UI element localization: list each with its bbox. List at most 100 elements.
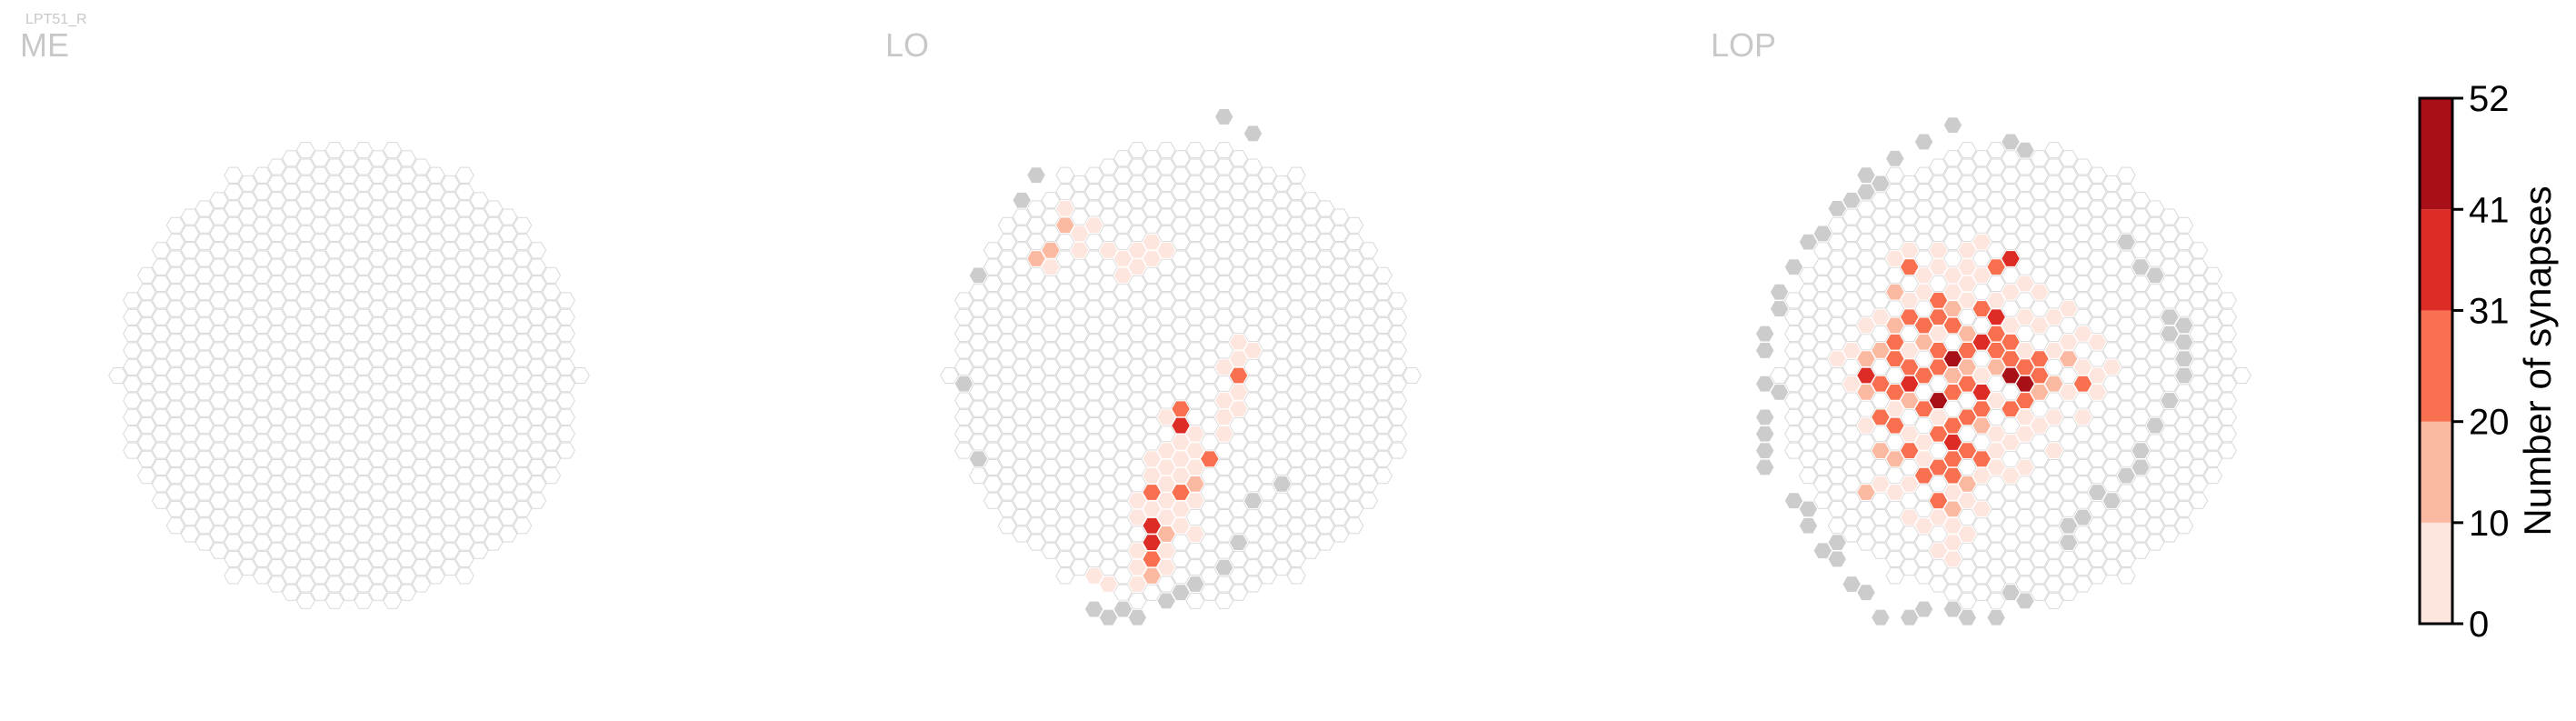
empty-hex <box>1099 526 1118 543</box>
empty-hex <box>440 208 460 225</box>
empty-hex <box>1070 526 1090 543</box>
gray-hex <box>2058 534 2079 551</box>
empty-hex <box>1200 334 1220 351</box>
empty-hex <box>1330 492 1350 509</box>
empty-hex <box>1942 150 1962 167</box>
empty-hex <box>1914 350 1934 367</box>
empty-hex <box>180 292 200 309</box>
empty-hex <box>484 450 504 467</box>
empty-hex <box>2044 509 2064 526</box>
empty-hex <box>2102 442 2122 459</box>
empty-hex <box>440 408 460 426</box>
empty-hex <box>209 325 229 343</box>
empty-hex <box>527 325 547 343</box>
empty-hex <box>1784 325 1803 343</box>
empty-hex <box>2145 334 2165 351</box>
empty-hex <box>1229 500 1249 517</box>
empty-hex <box>1229 484 1249 501</box>
empty-hex <box>1041 275 1061 293</box>
gray-hex <box>2087 484 2108 501</box>
synapse-hex <box>1185 526 1205 543</box>
empty-hex <box>2189 408 2209 426</box>
gray-hex <box>1083 600 1104 618</box>
empty-hex <box>1041 442 1061 459</box>
synapse-hex <box>1856 316 1876 335</box>
empty-hex <box>1214 158 1234 175</box>
empty-hex <box>1957 192 1977 209</box>
empty-hex <box>1842 225 1862 242</box>
empty-hex <box>997 334 1017 351</box>
filled-columns <box>954 108 1293 626</box>
empty-hex <box>412 408 431 426</box>
empty-hex <box>513 250 533 267</box>
synapse-hex <box>1986 258 2006 276</box>
empty-hex <box>1257 284 1277 301</box>
empty-hex <box>1812 292 1832 309</box>
empty-hex <box>281 316 301 334</box>
empty-hex <box>2059 417 2079 435</box>
empty-hex <box>2131 225 2151 242</box>
empty-hex <box>1099 542 1118 559</box>
empty-hex <box>412 242 431 259</box>
empty-hex <box>1243 408 1263 426</box>
empty-hex <box>224 216 244 234</box>
empty-hex <box>2189 458 2209 476</box>
empty-hex <box>2001 200 2021 217</box>
empty-hex <box>1856 216 1876 234</box>
empty-hex <box>1885 234 1905 251</box>
synapse-hex <box>1142 550 1163 568</box>
empty-hex <box>1041 225 1061 242</box>
gray-hex <box>1856 183 1876 201</box>
empty-hex <box>383 376 403 393</box>
synapse-hex <box>1928 258 1949 276</box>
empty-hex <box>2030 184 2050 201</box>
empty-hex <box>368 384 388 401</box>
empty-hex <box>224 316 244 334</box>
empty-hex <box>1099 175 1118 192</box>
empty-hex <box>2015 442 2035 459</box>
synapse-hex <box>1986 291 2006 309</box>
empty-hex <box>2087 517 2107 535</box>
empty-hex <box>383 408 403 426</box>
empty-hex <box>2059 467 2079 485</box>
empty-hex <box>484 366 504 385</box>
colorbar-frame <box>2418 96 2454 626</box>
empty-hex <box>1113 500 1133 517</box>
empty-hex <box>1359 308 1379 325</box>
empty-hex <box>1315 467 1335 485</box>
empty-hex <box>2015 509 2035 526</box>
empty-hex <box>180 408 200 426</box>
empty-hex <box>180 442 200 459</box>
empty-hex <box>324 342 344 359</box>
empty-hex <box>1185 342 1205 359</box>
empty-hex <box>1041 208 1061 225</box>
empty-hex <box>1301 376 1321 393</box>
empty-hex <box>209 426 229 443</box>
empty-hex <box>2145 400 2165 417</box>
gray-hex <box>1827 200 1848 217</box>
empty-hex <box>151 308 171 325</box>
empty-hex <box>1113 334 1133 351</box>
empty-hex <box>1929 158 1948 175</box>
empty-hex <box>1156 175 1176 192</box>
empty-hex <box>2087 400 2107 417</box>
synapse-hex <box>1185 425 1205 443</box>
synapse-hex <box>1156 526 1176 543</box>
gray-hex <box>2116 233 2137 251</box>
empty-hex <box>2131 392 2151 409</box>
empty-hex <box>2059 400 2079 417</box>
empty-hex <box>1041 325 1061 343</box>
synapse-hex <box>1942 300 1963 317</box>
empty-hex <box>1055 300 1075 317</box>
empty-hex <box>253 234 273 251</box>
synapse-hex <box>2029 283 2050 301</box>
empty-hex <box>354 476 374 493</box>
empty-hex <box>469 308 489 325</box>
empty-hex <box>513 316 533 334</box>
empty-hex <box>1099 275 1118 293</box>
empty-hex <box>195 417 215 435</box>
empty-hex <box>440 392 460 409</box>
empty-hex <box>2059 550 2079 567</box>
empty-hex <box>310 184 330 201</box>
empty-hex <box>1055 250 1075 267</box>
